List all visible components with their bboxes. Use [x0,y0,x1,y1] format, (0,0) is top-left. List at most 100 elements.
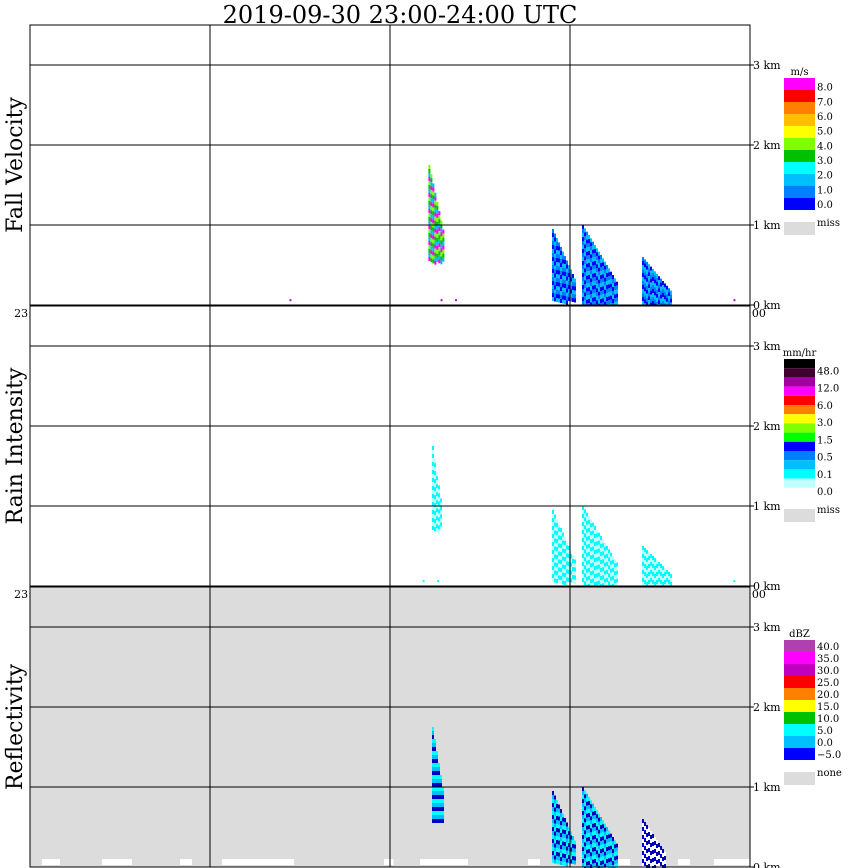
echo-cell [564,854,566,858]
echo-cell [592,847,594,852]
echo-cell [586,271,588,276]
echo-cell [644,830,646,834]
echo-cell [428,193,431,197]
echo-cell [556,800,558,804]
echo-cell [598,560,600,565]
echo-cell [568,277,570,281]
echo-cell [610,275,612,280]
echo-cell [584,244,586,249]
echo-cell [438,775,440,779]
echo-cell [596,818,598,823]
echo-cell [558,852,560,857]
echo-cell [438,783,440,787]
echo-cell [592,534,594,539]
echo-cell [592,530,594,535]
echo-cell [602,575,604,580]
echo-cell [432,450,434,454]
echo-cell [602,856,604,861]
echo-cell [616,855,618,860]
colorbar-label: 0.0 [817,738,833,749]
echo-cell [582,542,584,546]
echo-cell [594,835,596,839]
echo-cell [600,275,602,279]
echo-cell [568,847,570,851]
echo-cell [642,546,644,550]
echo-cell [666,285,668,290]
echo-cell [552,550,554,554]
echo-cell [584,256,586,261]
echo-cell [650,863,652,867]
echo-cell [556,250,558,254]
echo-cell [666,293,668,298]
echo-cell [646,570,648,574]
echo-cell [594,831,596,835]
colorbar-missing-swatch [784,509,815,522]
echo-cell [582,827,584,831]
echo-cell [566,292,568,297]
echo-cell [590,836,592,841]
colorbar-swatch [784,126,815,138]
echo-cell [586,837,588,842]
echo-cell [596,288,598,293]
echo-cell [582,277,584,281]
colorbar-missing-swatch [784,222,815,235]
echo-cell [616,293,618,298]
echo-cell [584,842,586,847]
echo-cell [662,582,664,586]
echo-cell [554,265,556,270]
echo-cell [642,570,644,574]
echo-cell [432,751,434,755]
echo-cell [564,300,566,304]
echo-cell [554,807,556,812]
echo-cell [564,561,566,565]
echo-cell [602,258,604,263]
echo-cell [608,850,610,855]
echo-cell [590,262,592,267]
echo-cell [602,571,604,576]
echo-cell [562,853,564,858]
echo-cell [594,851,596,855]
echo-cell [594,827,596,831]
echo-cell [652,568,654,572]
echo-cell [596,573,598,578]
echo-cell [586,532,588,537]
echo-cell [598,299,600,304]
echo-cell [432,807,434,811]
echo-cell [574,840,576,845]
echo-cell [554,514,556,519]
colorbar-unit: mm/hr [783,348,817,359]
echo-cell [590,800,592,805]
echo-cell [658,566,660,570]
echo-cell [610,287,612,292]
echo-cell [436,759,438,763]
echo-cell [552,269,554,273]
echo-cell [646,857,648,861]
echo-cell [598,845,600,850]
echo-cell [600,556,602,560]
echo-cell [558,274,560,279]
echo-cell [644,287,646,292]
colorbar-unit: dBZ [789,629,810,640]
echo-cell [588,857,590,861]
echo-cell [656,572,658,576]
echo-cell [588,548,590,552]
echo-cell [558,250,560,255]
echo-cell [664,299,666,304]
echo-cell [436,512,438,517]
echo-cell [558,840,560,845]
echo-cell [582,795,584,799]
echo-cell [552,289,554,293]
echo-cell [584,260,586,265]
echo-cell [610,299,612,304]
echo-cell [434,232,437,237]
y-tick-label: 0 km [753,580,781,593]
echo-cell [616,578,618,583]
echo-cell [436,799,438,803]
echo-cell [598,263,600,268]
echo-cell [562,564,564,569]
echo-cell [558,535,560,540]
colorbar-swatch [784,469,815,479]
echo-cell [564,826,566,830]
echo-cell [660,286,662,291]
echo-cell [582,562,584,566]
